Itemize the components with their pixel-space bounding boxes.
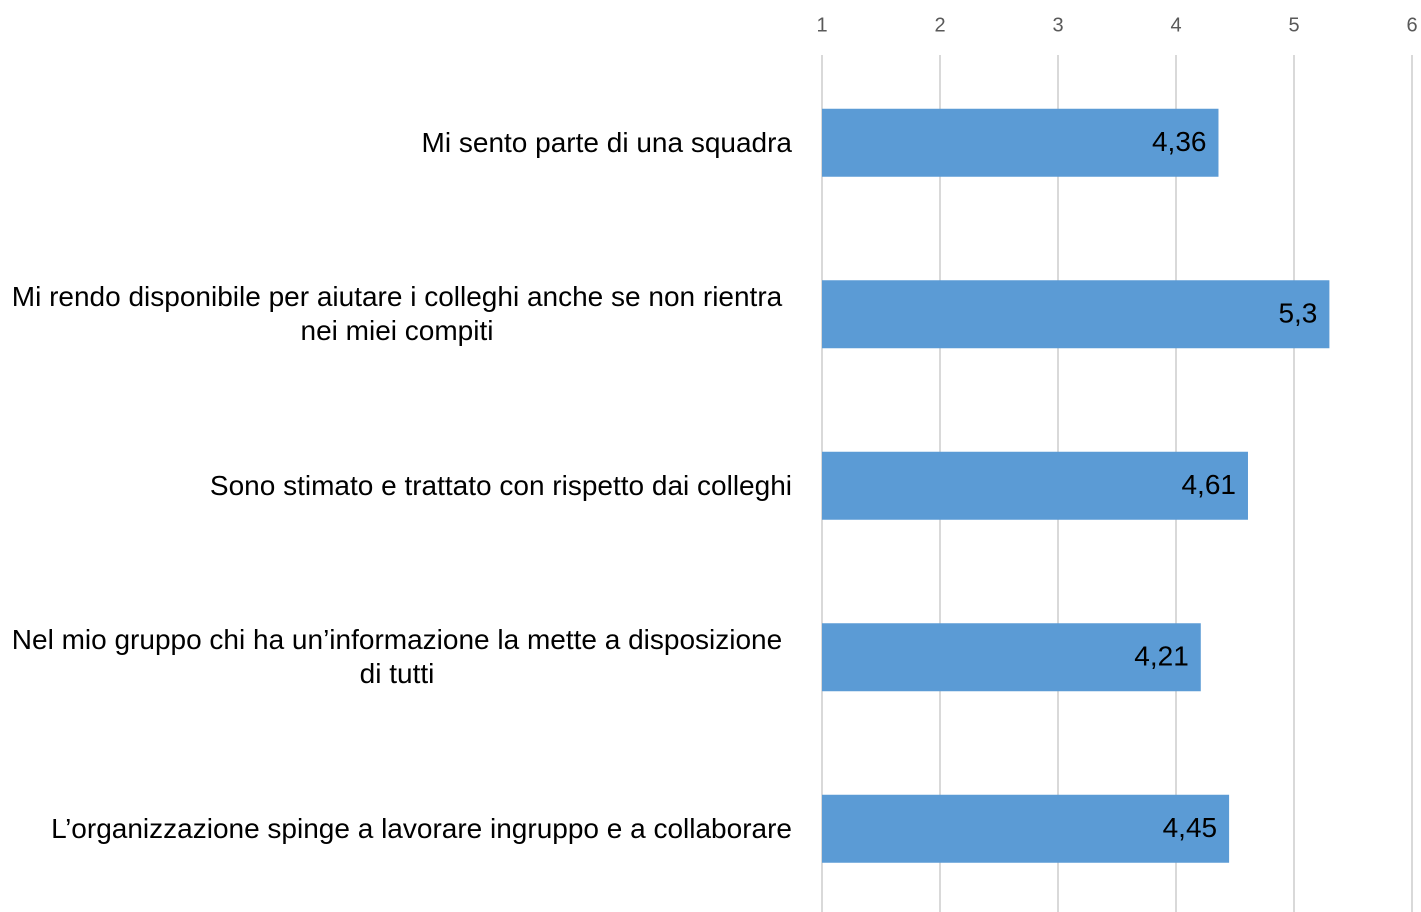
value-label: 4,21 <box>1134 641 1189 672</box>
value-label: 4,61 <box>1181 469 1236 500</box>
y-tick-label: Mi rendo disponibile per aiutare i colle… <box>11 281 783 347</box>
x-tick-label: 3 <box>1052 14 1063 36</box>
value-label: 5,3 <box>1278 298 1317 329</box>
value-label: 4,45 <box>1163 812 1218 843</box>
x-tick-label: 2 <box>934 14 945 36</box>
y-tick-label: Mi sento parte di una squadra <box>421 126 792 158</box>
bar <box>822 794 1230 863</box>
y-tick-label: Sono stimato e trattato con rispetto dai… <box>209 469 792 501</box>
bar <box>822 623 1201 692</box>
bar <box>822 451 1248 520</box>
bar <box>822 108 1219 177</box>
x-tick-label: 1 <box>816 14 827 36</box>
value-label: 4,36 <box>1152 126 1207 157</box>
x-tick-label: 6 <box>1406 14 1417 36</box>
x-tick-label: 4 <box>1170 14 1181 36</box>
x-tick-label: 5 <box>1288 14 1299 36</box>
y-tick-label: Nel mio gruppo chi ha un’informazione la… <box>11 624 783 690</box>
bar <box>822 280 1330 349</box>
y-tick-label: L’organizzazione spinge a lavorare ingru… <box>51 812 792 844</box>
